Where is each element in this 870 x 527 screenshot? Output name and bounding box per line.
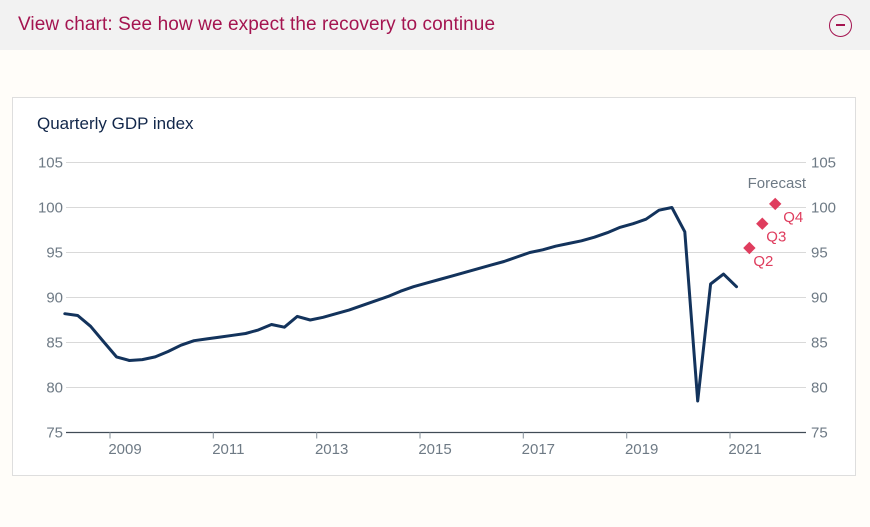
reveal-header-title: View chart: See how we expect the recove… bbox=[18, 14, 496, 35]
gdp-line bbox=[63, 206, 738, 403]
x-axis-label: 2011 bbox=[212, 441, 244, 458]
forecast-annotation: Forecast bbox=[748, 175, 807, 192]
forecast-q-label: Q3 bbox=[766, 229, 786, 246]
chart-reveal-header[interactable]: View chart: See how we expect the recove… bbox=[0, 0, 870, 50]
y-axis-label-right: 85 bbox=[811, 335, 828, 352]
y-axis-label-left: 100 bbox=[38, 200, 63, 217]
forecast-q-label: Q2 bbox=[753, 253, 773, 270]
y-axis-label-left: 80 bbox=[46, 380, 63, 397]
y-axis-label-right: 75 bbox=[811, 425, 828, 442]
y-axis-label-right: 90 bbox=[811, 290, 828, 307]
chart-title: Quarterly GDP index bbox=[37, 114, 194, 133]
x-axis-label: 2013 bbox=[315, 441, 348, 458]
y-axis-label-right: 95 bbox=[811, 245, 828, 262]
x-axis-label: 2017 bbox=[522, 441, 555, 458]
y-axis-label-left: 90 bbox=[46, 290, 63, 307]
forecast-diamond bbox=[743, 241, 756, 255]
forecast-q-label: Q4 bbox=[783, 209, 803, 226]
forecast-diamond bbox=[769, 197, 782, 211]
collapse-minus-icon[interactable] bbox=[829, 13, 852, 37]
y-axis-label-right: 80 bbox=[811, 380, 828, 397]
y-axis-label-left: 75 bbox=[46, 425, 63, 442]
forecast-diamond bbox=[756, 217, 769, 230]
gdp-line-chart: 75 75 80 80 85 85 90 90 95 95 100 100 105 105 2009 2011… bbox=[38, 155, 836, 459]
chart-panel: Quarterly GDP index 75 75 80 80 85 85 90 90 95 95… bbox=[12, 97, 856, 476]
x-axis-label: 2009 bbox=[108, 441, 141, 458]
y-axis-label-right: 100 bbox=[811, 200, 836, 217]
y-axis-label-left: 105 bbox=[38, 155, 63, 172]
y-axis-label-left: 85 bbox=[46, 335, 63, 352]
x-axis-label: 2021 bbox=[728, 441, 761, 458]
x-axis-label: 2019 bbox=[625, 441, 658, 458]
y-axis-label-left: 95 bbox=[46, 245, 63, 262]
y-axis-label-right: 105 bbox=[811, 155, 836, 172]
minus-glyph bbox=[836, 24, 845, 26]
x-axis-label: 2015 bbox=[418, 441, 451, 458]
